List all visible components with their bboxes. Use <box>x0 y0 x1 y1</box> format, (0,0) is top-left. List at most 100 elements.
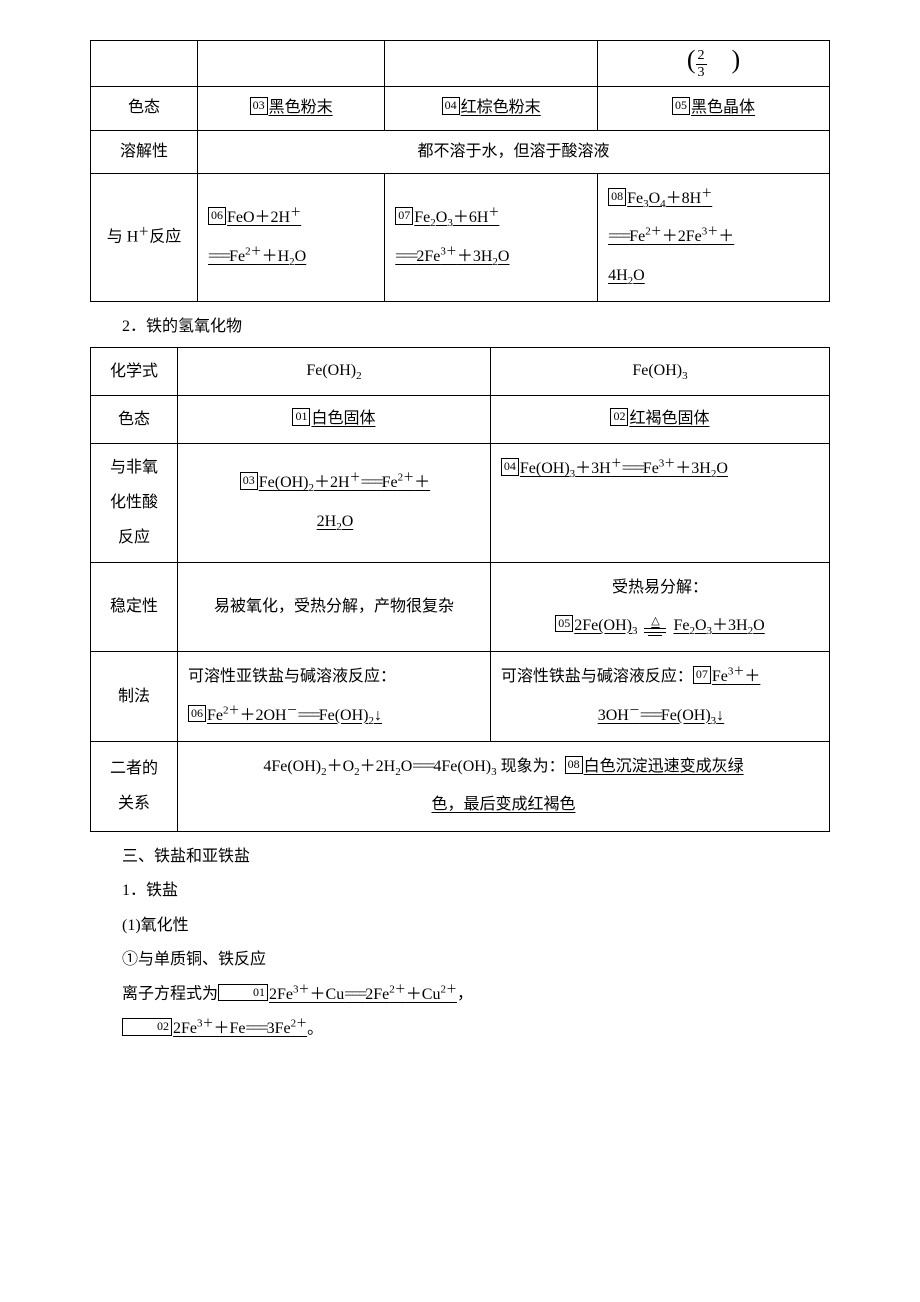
equation-cell: 06FeO＋2H＋ ===Fe2＋＋H2O <box>198 174 385 302</box>
section-heading: 2．铁的氢氧化物 <box>90 312 830 342</box>
equation-text: Fe2＋＋2Fe3＋＋ <box>629 228 734 245</box>
fraction-numerator: 2 <box>696 48 707 64</box>
empty-cell <box>91 41 198 87</box>
equation-line: 022Fe3＋＋Fe===3Fe2＋。 <box>90 1014 830 1045</box>
answer-number: 04 <box>501 458 519 476</box>
table-row: (23) <box>91 41 830 87</box>
empty-cell <box>385 41 598 87</box>
equation-text: Fe2＋＋H2O <box>229 248 306 265</box>
answer-number: 02 <box>122 1018 172 1036</box>
answer-number: 01 <box>292 408 310 426</box>
row-label: 稳定性 <box>91 562 178 652</box>
punct: 。 <box>307 1020 323 1037</box>
equation-cell: 可溶性铁盐与碱溶液反应：07Fe3＋＋ 3OH－===Fe(OH)3↓ <box>490 652 829 742</box>
table-row: 稳定性 易被氧化，受热分解，产物很复杂 受热易分解： 052Fe(OH)3 △ … <box>91 562 830 652</box>
subsection-heading: ①与单质铜、铁反应 <box>90 945 830 975</box>
equation-cell: 04Fe(OH)3＋3H＋===Fe3＋＋3H2O <box>490 443 829 562</box>
equation-cell: 08Fe3O4＋8H＋ ===Fe2＋＋2Fe3＋＋ 4H2O <box>598 174 830 302</box>
equation-text: 2Fe3＋＋Cu===2Fe2＋＋Cu2＋ <box>269 986 457 1003</box>
fraction-cell: (23) <box>598 41 830 87</box>
row-label: 色态 <box>91 395 178 443</box>
table-row: 化学式 Fe(OH)2 Fe(OH)3 <box>91 347 830 395</box>
row-label: 二者的关系 <box>91 742 178 832</box>
cell-intro: 可溶性铁盐与碱溶液反应： <box>501 668 693 685</box>
answer-number: 08 <box>608 188 626 206</box>
answer-number: 07 <box>395 207 413 225</box>
answer-number: 08 <box>565 756 583 774</box>
answer-number: 05 <box>672 97 690 115</box>
equation-text: 4Fe(OH)2＋O2＋2H2O===4Fe(OH)3 现象为： <box>263 758 564 775</box>
equation-intro: 离子方程式为 <box>122 986 218 1003</box>
heating-arrow-icon: △ <box>644 616 666 636</box>
empty-cell <box>198 41 385 87</box>
iron-hydroxides-table: 化学式 Fe(OH)2 Fe(OH)3 色态 01白色固体 02红褐色固体 与非… <box>90 347 830 832</box>
section-heading: 三、铁盐和亚铁盐 <box>90 842 830 872</box>
answer-number: 01 <box>218 984 268 1002</box>
merged-cell: 都不溶于水，但溶于酸溶液 <box>198 130 830 173</box>
table-row: 与非氧化性酸反应 03Fe(OH)2＋2H＋===Fe2＋＋ 2H2O 04Fe… <box>91 443 830 562</box>
equation-cell: 03Fe(OH)2＋2H＋===Fe2＋＋ 2H2O <box>178 443 491 562</box>
col-header: Fe(OH)2 <box>178 347 491 395</box>
row-label: 色态 <box>91 87 198 130</box>
answer-number: 03 <box>240 472 258 490</box>
answer-number: 03 <box>250 97 268 115</box>
equation-text: Fe3＋＋ <box>712 668 761 685</box>
equation-text: Fe2O3＋3H2O <box>673 617 764 634</box>
punct: ， <box>457 986 473 1003</box>
row-label: 溶解性 <box>91 130 198 173</box>
equation-text: 2H2O <box>317 513 354 530</box>
cell: 01白色固体 <box>178 395 491 443</box>
equation-text: 2Fe(OH)3 <box>574 617 637 634</box>
table-row: 色态 01白色固体 02红褐色固体 <box>91 395 830 443</box>
answer-text: 色，最后变成红褐色 <box>431 796 575 813</box>
cell: 易被氧化，受热分解，产物很复杂 <box>178 562 491 652</box>
answer-number: 02 <box>610 408 628 426</box>
table-row: 色态 03黑色粉末 04红棕色粉末 05黑色晶体 <box>91 87 830 130</box>
row-label: 与非氧化性酸反应 <box>91 443 178 562</box>
equation-text: === <box>208 248 229 265</box>
cell: 02红褐色固体 <box>490 395 829 443</box>
equation-text: Fe(OH)3＋3H＋===Fe3＋＋3H2O <box>520 460 728 477</box>
merged-cell: 4Fe(OH)2＋O2＋2H2O===4Fe(OH)3 现象为：08白色沉淀迅速… <box>178 742 830 832</box>
cell: 03黑色粉末 <box>198 87 385 130</box>
table-row: 二者的关系 4Fe(OH)2＋O2＋2H2O===4Fe(OH)3 现象为：08… <box>91 742 830 832</box>
equation-line: 离子方程式为012Fe3＋＋Cu===2Fe2＋＋Cu2＋， <box>90 979 830 1010</box>
row-label: 与 H＋反应 <box>91 174 198 302</box>
fraction-denominator: 3 <box>696 65 707 80</box>
table-row: 溶解性 都不溶于水，但溶于酸溶液 <box>91 130 830 173</box>
equation-text: 2Fe3＋＋Fe===3Fe2＋ <box>173 1020 307 1037</box>
answer-number: 07 <box>693 666 711 684</box>
answer-text: 黑色晶体 <box>691 99 755 116</box>
answer-text: 红棕色粉末 <box>461 99 541 116</box>
equation-text: 2Fe3＋＋3H2O <box>416 248 509 265</box>
answer-number: 06 <box>188 705 206 723</box>
table-row: 与 H＋反应 06FeO＋2H＋ ===Fe2＋＋H2O 07Fe2O3＋6H＋… <box>91 174 830 302</box>
equation-text: 4H2O <box>608 267 645 284</box>
answer-number: 06 <box>208 207 226 225</box>
equation-text: === <box>608 228 629 245</box>
equation-cell: 可溶性亚铁盐与碱溶液反应： 06Fe2＋＋2OH－===Fe(OH)2↓ <box>178 652 491 742</box>
table-row: 制法 可溶性亚铁盐与碱溶液反应： 06Fe2＋＋2OH－===Fe(OH)2↓ … <box>91 652 830 742</box>
equation-text: 3OH－===Fe(OH)3↓ <box>598 707 724 724</box>
subsection-heading: 1．铁盐 <box>90 876 830 906</box>
col-header: 化学式 <box>91 347 178 395</box>
col-header: Fe(OH)3 <box>490 347 829 395</box>
equation-text: Fe3O4＋8H＋ <box>627 190 712 207</box>
answer-text: 白色沉淀迅速变成灰绿 <box>584 758 744 775</box>
cell: 04红棕色粉末 <box>385 87 598 130</box>
answer-text: 黑色粉末 <box>269 99 333 116</box>
answer-number: 05 <box>555 615 573 633</box>
equation-cell: 07Fe2O3＋6H＋ ===2Fe3＋＋3H2O <box>385 174 598 302</box>
answer-text: 白色固体 <box>311 410 375 427</box>
answer-number: 04 <box>442 97 460 115</box>
row-label: 制法 <box>91 652 178 742</box>
answer-text: 红褐色固体 <box>629 410 709 427</box>
cell-intro: 受热易分解： <box>612 579 708 596</box>
cell: 05黑色晶体 <box>598 87 830 130</box>
equation-text: Fe(OH)2＋2H＋===Fe2＋＋ <box>259 474 430 491</box>
equation-text: FeO＋2H＋ <box>227 209 301 226</box>
equation-text: Fe2＋＋2OH－===Fe(OH)2↓ <box>207 707 382 724</box>
equation-text: === <box>395 248 416 265</box>
iron-oxides-table: (23) 色态 03黑色粉末 04红棕色粉末 05黑色晶体 溶解性 都不溶于水，… <box>90 40 830 302</box>
equation-text: Fe2O3＋6H＋ <box>414 209 499 226</box>
